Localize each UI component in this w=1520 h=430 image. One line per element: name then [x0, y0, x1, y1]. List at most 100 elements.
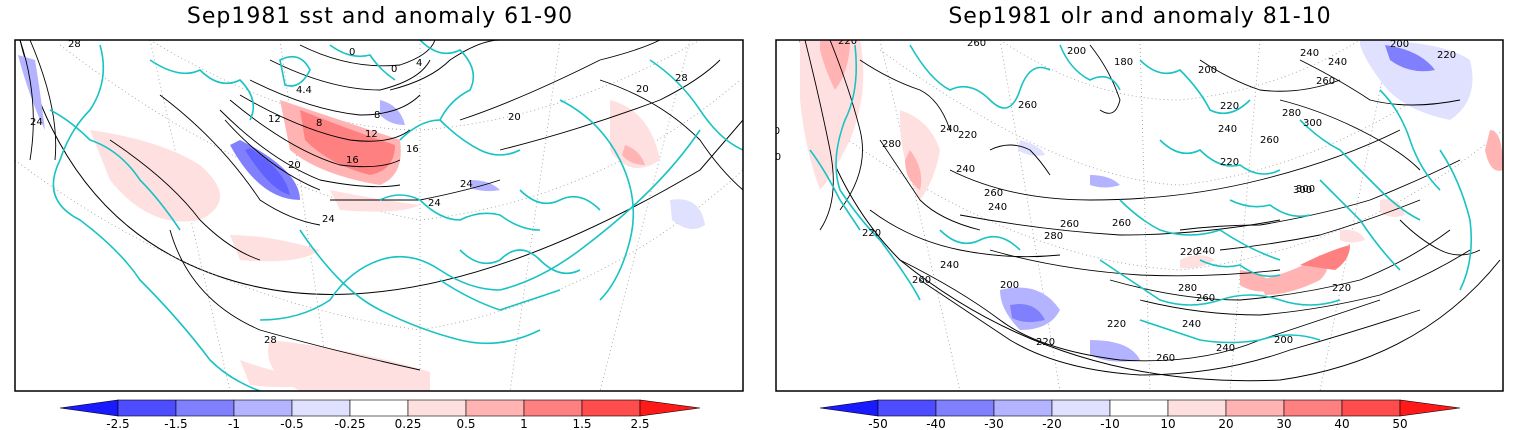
colorbar-tick-label: 1 — [520, 417, 528, 430]
contour-label: 300 — [1303, 118, 1322, 129]
contour-label: 200 — [1274, 335, 1293, 346]
contour-label: 260 — [984, 188, 1003, 199]
colorbar-bin — [581, 399, 641, 417]
contour-label: 20 — [636, 84, 649, 95]
panel-title: Sep1981 sst and anomaly 61-90 — [186, 4, 574, 29]
colorbar-bin — [291, 399, 351, 417]
colorbar-bin — [233, 399, 293, 417]
sst-panel: Sep1981 sst and anomaly 61-90 — [14, 4, 744, 430]
colorbar-tick-label: -40 — [926, 417, 946, 430]
contour-label: 260 — [1316, 76, 1335, 87]
contour-label: 200 — [1000, 280, 1019, 291]
contour-label: 200 — [1198, 65, 1217, 76]
contour-label: 260 — [1018, 100, 1037, 111]
contour-label: 16 — [346, 155, 359, 166]
olr-panel: Sep1981 olr and anomaly 81-10 — [760, 0, 1520, 430]
contour-label: 260 — [1112, 218, 1131, 229]
colorbar-max-arrow — [639, 399, 701, 417]
colorbar-tick-label: -0.5 — [280, 417, 303, 430]
colorbar-bin — [349, 399, 409, 417]
colorbar-bin — [1341, 399, 1401, 417]
contour-label: 220 — [1437, 50, 1456, 61]
olr-contours — [804, 40, 1481, 376]
panel-title: Sep1981 olr and anomaly 81-10 — [948, 4, 1332, 29]
contour-label: 180 — [1114, 57, 1133, 68]
colorbar-bin — [465, 399, 525, 417]
colorbar-tick-label: 10 — [1160, 417, 1175, 430]
colorbar-bin — [877, 399, 937, 417]
contour-label: 260 — [1196, 293, 1215, 304]
contour-label: 20 — [508, 112, 521, 123]
contour-label: 24 — [322, 214, 335, 225]
contour-label: 8 — [374, 110, 380, 121]
coastlines — [809, 44, 1473, 344]
contour-label: 260 — [967, 38, 986, 49]
colorbar-tick-label: 40 — [1334, 417, 1349, 430]
contour-label: 260 — [912, 275, 931, 286]
colorbar-tick-label: 50 — [1392, 417, 1407, 430]
olr-colorbar: -50 -40 -30 -20 -10 10 20 30 40 50 — [819, 399, 1461, 430]
contour-label: 220 — [1036, 337, 1055, 348]
colorbar-min-arrow — [59, 399, 119, 417]
colorbar-tick-label: -20 — [1042, 417, 1062, 430]
colorbar-max-arrow — [1399, 399, 1461, 417]
contour-label: 220 — [1220, 101, 1239, 112]
colorbar-tick-label: -30 — [984, 417, 1004, 430]
contour-label: 240 — [956, 164, 975, 175]
contour-label: 220 — [838, 36, 857, 47]
contour-label: 240 — [940, 124, 959, 135]
colorbar-tick-label: -50 — [868, 417, 888, 430]
contour-label: 220 — [1107, 319, 1126, 330]
colorbar-min-arrow — [819, 399, 879, 417]
colorbar-bin — [117, 399, 177, 417]
contour-label: 4 — [416, 58, 422, 69]
contour-label: 24 — [460, 179, 473, 190]
colorbar-bin — [1225, 399, 1285, 417]
contour-label: 240 — [1216, 343, 1235, 354]
colorbar-bin — [1109, 399, 1169, 417]
olr-map: 220 260 200 180 200 240 200 220 240 260 … — [762, 36, 1504, 430]
contour-labels: 220 260 200 180 200 240 200 220 240 260 … — [762, 36, 1456, 364]
sst-colorbar: -2.5 -1.5 -1 -0.5 -0.25 0.25 0.5 1 1.5 2… — [59, 399, 701, 430]
contour-label: 220 — [1220, 157, 1239, 168]
anomaly-shading — [18, 55, 705, 391]
contour-label: 280 — [1044, 231, 1063, 242]
contour-label: 16 — [406, 144, 419, 155]
colorbar-tick-label: -10 — [1100, 417, 1120, 430]
colorbar-tick-label: 20 — [1218, 417, 1233, 430]
contour-label: 240 — [1300, 48, 1319, 59]
coastlines — [49, 40, 743, 391]
contour-label: 260 — [1060, 219, 1079, 230]
contour-label: 280 — [1282, 108, 1301, 119]
contour-label: 12 — [365, 129, 378, 140]
colorbar-tick-label: 0.25 — [395, 417, 422, 430]
contour-label: 12 — [268, 114, 281, 125]
contour-label: 8 — [316, 118, 322, 129]
contour-label: 24 — [30, 117, 43, 128]
contour-label: 28 — [68, 39, 81, 50]
contour-label: 240 — [762, 152, 781, 163]
contour-label: 220 — [862, 228, 881, 239]
contour-label: 220 — [1332, 283, 1351, 294]
contour-label: 28 — [264, 335, 277, 346]
colorbar-tick-label: -2.5 — [106, 417, 129, 430]
sst-contours — [19, 40, 743, 371]
contour-label: 28 — [675, 73, 688, 84]
contour-label: 0 — [391, 64, 397, 75]
colorbar-tick-label: 30 — [1276, 417, 1291, 430]
contour-label: 200 — [1067, 46, 1086, 57]
contour-label: 220 — [1180, 247, 1199, 258]
colorbar-bin — [523, 399, 583, 417]
contour-label: 240 — [1218, 124, 1237, 135]
colorbar-tick-label: 2.5 — [630, 417, 649, 430]
contour-label: 20 — [288, 160, 301, 171]
sst-map: 28 24 20 16 12 8 4 0 24 20 24 24 28 4.4 … — [14, 39, 744, 430]
map-frame — [14, 39, 744, 392]
colorbar-bin — [1051, 399, 1111, 417]
contour-label: 280 — [1178, 283, 1197, 294]
contour-label: 220 — [958, 130, 977, 141]
colorbar-tick-label: -0.25 — [334, 417, 365, 430]
contour-labels: 28 24 20 16 12 8 4 0 24 20 24 24 28 4.4 … — [30, 39, 688, 346]
map-frame — [775, 39, 1504, 392]
contour-label: 240 — [1196, 246, 1215, 257]
